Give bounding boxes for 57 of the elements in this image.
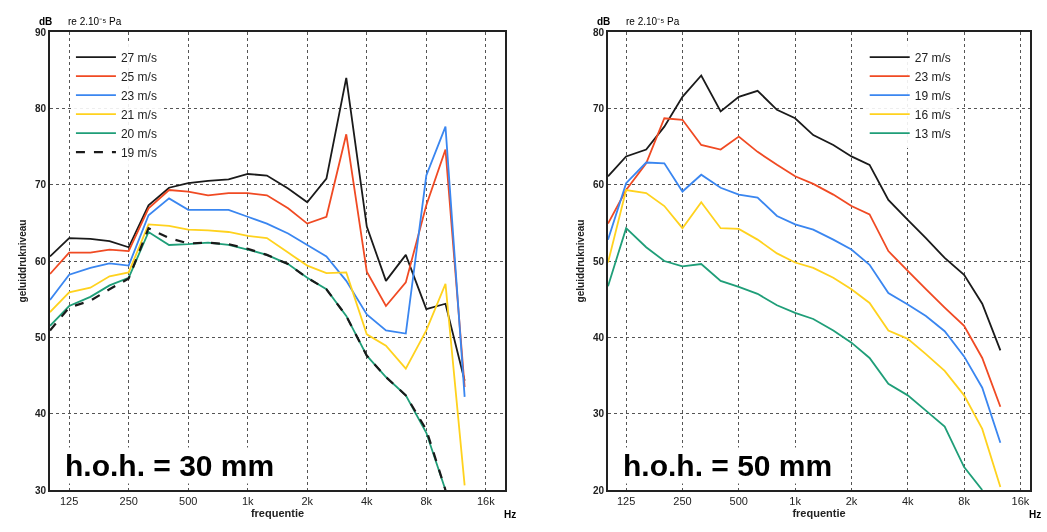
x-tick-label: 4k bbox=[901, 495, 915, 508]
text: dB bbox=[39, 16, 53, 27]
y-axis-title: geluiddrukniveau bbox=[575, 219, 587, 303]
text: dB bbox=[597, 16, 611, 27]
text: re 2.10⁻⁵ Pa bbox=[68, 16, 122, 27]
x-tick-label: 16k bbox=[1011, 495, 1030, 508]
y-tick-label: 30 bbox=[34, 484, 47, 496]
legend-label: 23 m/s bbox=[120, 88, 157, 103]
y-tick-label: 90 bbox=[34, 26, 47, 38]
text: re 2.10⁻⁵ Pa bbox=[626, 16, 680, 27]
annotation: h.o.h. = 50 mm bbox=[623, 449, 833, 482]
line-series bbox=[608, 189, 1002, 488]
y-tick-label: 50 bbox=[592, 255, 605, 267]
legend-label: 19 m/s bbox=[120, 145, 157, 160]
x-tick-label: 4k bbox=[360, 495, 374, 508]
x-tick-label: 250 bbox=[673, 495, 692, 508]
y-tick-label: 40 bbox=[592, 331, 605, 343]
x-tick-label: 8k bbox=[958, 495, 971, 508]
y-tick-label: 70 bbox=[592, 102, 605, 114]
annotation: h.o.h. = 30 mm bbox=[65, 449, 275, 482]
legend-label: 16 m/s bbox=[914, 107, 951, 122]
legend-label: 13 m/s bbox=[914, 126, 951, 141]
x-tick-label: 125 bbox=[59, 495, 79, 508]
y-tick-label: 50 bbox=[34, 331, 47, 343]
y-tick-label: 80 bbox=[592, 26, 605, 38]
line-series bbox=[608, 117, 1002, 408]
x-tick-label: 500 bbox=[179, 495, 198, 508]
y-tick-label: 20 bbox=[592, 484, 605, 496]
y-tick-label: 60 bbox=[34, 255, 47, 267]
legend-label: 25 m/s bbox=[120, 69, 157, 84]
legend-label: 23 m/s bbox=[914, 69, 951, 84]
legend-label: 20 m/s bbox=[120, 126, 157, 141]
x-axis-title: frequentie bbox=[250, 507, 305, 520]
x-tick-label: 16k bbox=[476, 495, 496, 508]
x-axis-title: frequentie bbox=[792, 507, 846, 520]
x-tick-label: 2k bbox=[845, 495, 858, 508]
x-tick-label: 1k bbox=[789, 495, 802, 508]
x-tick-label: 8k bbox=[420, 495, 433, 508]
y-tick-label: 30 bbox=[592, 408, 605, 420]
legend-label: 27 m/s bbox=[914, 50, 951, 65]
x-tick-label: 125 bbox=[616, 495, 636, 508]
x-tick-label: 1k bbox=[241, 495, 255, 508]
y-tick-label: 60 bbox=[592, 179, 605, 191]
x-tick-label: 500 bbox=[729, 495, 748, 508]
legend-label: 19 m/s bbox=[914, 88, 951, 103]
y-axis-title: geluiddrukniveau bbox=[17, 219, 29, 303]
y-tick-label: 40 bbox=[34, 408, 47, 420]
line-series bbox=[608, 227, 984, 490]
text: Hz bbox=[1029, 509, 1042, 520]
y-tick-label: 80 bbox=[34, 102, 47, 114]
text: Hz bbox=[504, 509, 517, 520]
x-tick-label: 250 bbox=[119, 495, 138, 508]
x-tick-label: 2k bbox=[301, 495, 314, 508]
line-series bbox=[608, 161, 1002, 444]
legend-label: 21 m/s bbox=[120, 107, 157, 122]
legend-label: 27 m/s bbox=[120, 50, 157, 65]
y-tick-label: 70 bbox=[34, 179, 47, 191]
